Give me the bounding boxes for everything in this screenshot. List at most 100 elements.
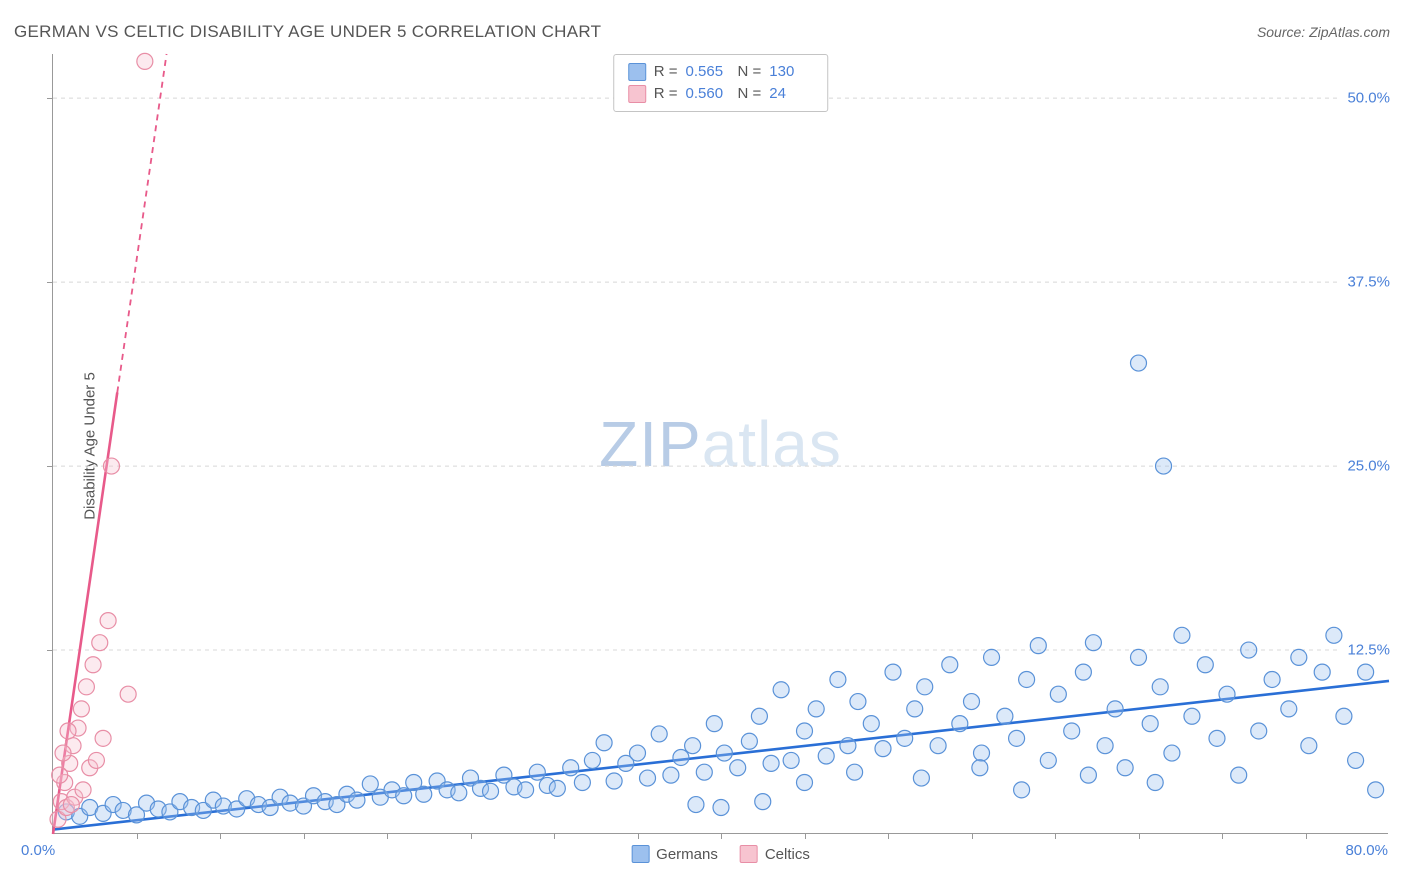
data-point	[1131, 355, 1147, 371]
data-point	[85, 657, 101, 673]
data-point	[1107, 701, 1123, 717]
data-point	[349, 792, 365, 808]
data-point	[451, 785, 467, 801]
data-point	[1040, 752, 1056, 768]
data-point	[78, 679, 94, 695]
data-point	[716, 745, 732, 761]
data-point	[907, 701, 923, 717]
data-point	[483, 783, 499, 799]
data-point	[630, 745, 646, 761]
data-point	[1142, 716, 1158, 732]
data-point	[696, 764, 712, 780]
legend-row: R = 0.565 N = 130	[628, 61, 814, 83]
data-point	[897, 730, 913, 746]
legend-label: Celtics	[765, 846, 810, 863]
data-point	[1156, 458, 1172, 474]
legend-item: Celtics	[740, 845, 810, 863]
legend-n-label: N =	[738, 83, 762, 105]
data-point	[584, 752, 600, 768]
data-point	[663, 767, 679, 783]
data-point	[416, 786, 432, 802]
data-point	[1164, 745, 1180, 761]
legend-r-value: 0.565	[686, 61, 730, 83]
data-point	[1197, 657, 1213, 673]
data-point	[103, 458, 119, 474]
legend-item: Germans	[631, 845, 718, 863]
legend-swatch	[628, 63, 646, 81]
data-point	[1019, 671, 1035, 687]
data-point	[73, 701, 89, 717]
data-point	[606, 773, 622, 789]
data-point	[972, 760, 988, 776]
x-axis-max-label: 80.0%	[1345, 842, 1388, 859]
data-point	[850, 694, 866, 710]
data-point	[930, 738, 946, 754]
legend-r-value: 0.560	[686, 83, 730, 105]
data-point	[120, 686, 136, 702]
data-point	[1281, 701, 1297, 717]
data-point	[1009, 730, 1025, 746]
data-point	[651, 726, 667, 742]
data-point	[984, 649, 1000, 665]
data-point	[1184, 708, 1200, 724]
data-point	[1174, 627, 1190, 643]
legend-n-value: 130	[769, 61, 813, 83]
legend-swatch	[631, 845, 649, 863]
data-point	[1336, 708, 1352, 724]
data-point	[640, 770, 656, 786]
data-point	[1075, 664, 1091, 680]
data-point	[1264, 671, 1280, 687]
plot-svg	[53, 54, 1388, 833]
data-point	[741, 733, 757, 749]
data-point	[518, 782, 534, 798]
data-point	[1014, 782, 1030, 798]
data-point	[974, 745, 990, 761]
data-point	[95, 730, 111, 746]
chart-title: GERMAN VS CELTIC DISABILITY AGE UNDER 5 …	[14, 22, 601, 42]
data-point	[751, 708, 767, 724]
data-point	[830, 671, 846, 687]
data-point	[952, 716, 968, 732]
data-point	[1064, 723, 1080, 739]
data-point	[137, 53, 153, 69]
data-point	[1050, 686, 1066, 702]
legend-n-label: N =	[738, 61, 762, 83]
data-point	[818, 748, 834, 764]
data-point	[885, 664, 901, 680]
y-tick-label: 50.0%	[1341, 90, 1390, 107]
data-point	[730, 760, 746, 776]
chart-area: ZIPatlas 12.5%25.0%37.5%50.0% 0.0% 80.0%…	[52, 54, 1388, 834]
data-point	[63, 797, 79, 813]
legend-row: R =0.560N =24	[628, 83, 814, 105]
data-point	[88, 752, 104, 768]
data-point	[875, 741, 891, 757]
data-point	[55, 745, 71, 761]
data-point	[1251, 723, 1267, 739]
legend-n-value: 24	[769, 83, 813, 105]
data-point	[574, 774, 590, 790]
data-point	[783, 752, 799, 768]
data-point	[1219, 686, 1235, 702]
data-point	[1291, 649, 1307, 665]
correlation-legend: R = 0.565 N = 130R = 0.560 N = 24	[613, 54, 829, 112]
data-point	[75, 782, 91, 798]
data-point	[1231, 767, 1247, 783]
legend-r-label: R =	[654, 61, 678, 83]
data-point	[863, 716, 879, 732]
data-point	[1209, 730, 1225, 746]
series-legend: Germans Celtics	[631, 845, 810, 863]
data-point	[964, 694, 980, 710]
data-point	[1030, 638, 1046, 654]
legend-swatch	[628, 85, 646, 103]
data-point	[1348, 752, 1364, 768]
data-point	[92, 635, 108, 651]
data-point	[997, 708, 1013, 724]
data-point	[847, 764, 863, 780]
y-tick-label: 25.0%	[1341, 458, 1390, 475]
data-point	[942, 657, 958, 673]
data-point	[917, 679, 933, 695]
data-point	[362, 776, 378, 792]
data-point	[763, 755, 779, 771]
data-point	[688, 797, 704, 813]
legend-label: Germans	[656, 846, 718, 863]
